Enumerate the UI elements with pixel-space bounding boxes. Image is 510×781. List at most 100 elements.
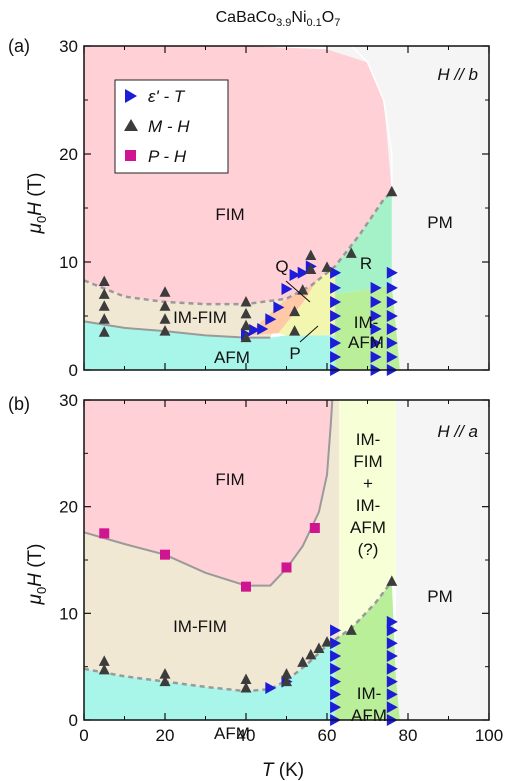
marker-m-h (386, 575, 398, 586)
marker-e-t (330, 281, 342, 294)
marker-m-h (305, 263, 317, 275)
marker-m-h (240, 295, 252, 307)
marker-e-t (386, 637, 398, 650)
marker-e-t (330, 295, 342, 308)
chart-title: CaBaCo3.9Ni0.1O7 (216, 9, 341, 29)
marker-e-t (265, 313, 277, 326)
marker-m-h (281, 668, 292, 679)
y-tick-label: 10 (59, 253, 78, 272)
marker-m-h (289, 325, 301, 336)
marker-e-t (273, 301, 285, 314)
marker-e-t (386, 650, 398, 662)
marker-p-h (99, 528, 110, 539)
regions-b (84, 400, 489, 720)
marker-e-t (370, 337, 382, 349)
region-afm-b (84, 628, 352, 720)
marker-e-t (386, 337, 398, 349)
marker-e-t (330, 675, 342, 688)
marker-p-h (160, 549, 170, 560)
region-label-p-a: P (289, 344, 300, 363)
marker-m-h (159, 286, 171, 297)
marker-m-h (321, 261, 333, 272)
legend-marker-p-h (125, 150, 136, 161)
y-tick-label: 10 (59, 604, 78, 623)
region-label-mixed-6: (?) (358, 540, 379, 559)
marker-m-h (159, 313, 171, 324)
region-label-pm-b: PM (427, 587, 453, 606)
x-tick-label: 40 (237, 726, 256, 745)
marker-m-h (305, 648, 317, 660)
y-tick-label: 30 (59, 37, 78, 56)
marker-p-h (309, 523, 320, 533)
marker-m-h (98, 313, 110, 324)
marker-e-t (386, 675, 398, 688)
boundary-afm-a (83, 320, 271, 339)
y-tick-label: 0 (69, 361, 78, 380)
marker-p-h (241, 581, 251, 592)
marker-e-t (370, 281, 382, 294)
marker-m-h (305, 249, 317, 261)
region-afm-a (84, 321, 336, 370)
marker-m-h (98, 300, 110, 311)
region-label-imafm-1-a: IM- (354, 313, 379, 332)
legend-label-e-t: ε' - T (148, 87, 186, 106)
legend-label-p-h: P - H (148, 147, 187, 166)
region-imfim-a (84, 280, 287, 338)
y-tick-label: 30 (59, 391, 78, 410)
region-label-fim-a: FIM (215, 205, 244, 224)
boundary-fim-b (83, 399, 334, 587)
region-label-imafm-1-b: IM- (357, 684, 382, 703)
x-tick-label: 100 (475, 726, 503, 745)
boundaries-b (83, 399, 393, 693)
pointer-q (285, 280, 311, 303)
marker-m-h (281, 675, 292, 687)
y-tick-label: 20 (59, 498, 78, 517)
marker-m-h (240, 673, 252, 684)
x-axis-label: T (K) (262, 760, 304, 781)
region-label-r-a: R (360, 254, 372, 273)
marker-e-t (330, 701, 342, 714)
marker-m-h (98, 326, 110, 337)
region-label-imafm-2-a: AFM (348, 333, 384, 352)
region-label-imfim-a: IM-FIM (173, 308, 227, 327)
y-axis-label-a: μ0H (T) (25, 173, 49, 235)
marker-e-t (370, 351, 382, 364)
region-label-mixed-4: IM- (356, 496, 381, 515)
marker-m-h (386, 185, 398, 197)
marker-m-h (321, 636, 333, 647)
region-label-afm-a: AFM (214, 348, 250, 367)
region-label-q-a: Q (275, 257, 288, 276)
marker-e-t (386, 281, 398, 294)
region-imafm-a (335, 285, 400, 370)
marker-m-h (313, 642, 325, 654)
marker-e-t (330, 322, 342, 335)
region-label-imfim-b: IM-FIM (173, 617, 227, 636)
marker-e-t (386, 615, 398, 628)
marker-m-h (98, 275, 110, 286)
marker-e-t (370, 295, 382, 308)
ticks-a: 0 10 20 30 (59, 37, 490, 380)
marker-e-t (386, 322, 398, 335)
marker-e-t (386, 310, 398, 322)
marker-e-t (265, 682, 277, 694)
marker-e-t (330, 337, 342, 349)
x-tick-label: 80 (399, 726, 418, 745)
legend-label-m-h: M - H (148, 117, 190, 136)
pointer-p (299, 325, 319, 343)
region-r-a (335, 191, 392, 295)
marks-b (98, 523, 398, 726)
panel-label-b: (b) (8, 394, 30, 414)
marker-e-t (249, 324, 261, 337)
field-direction-b: H // a (437, 422, 478, 441)
region-p-a (278, 266, 336, 336)
legend: ε' - T M - H P - H (114, 79, 229, 174)
marker-e-t (330, 310, 342, 322)
marker-e-t (289, 268, 301, 281)
region-label-mixed-3: + (363, 474, 373, 493)
region-label-fim-b: FIM (215, 470, 244, 489)
region-label-imafm-2-b: AFM (351, 706, 387, 725)
boundary-pm-a (350, 45, 393, 192)
y-axis-label-b: μ0H (T) (25, 544, 49, 606)
